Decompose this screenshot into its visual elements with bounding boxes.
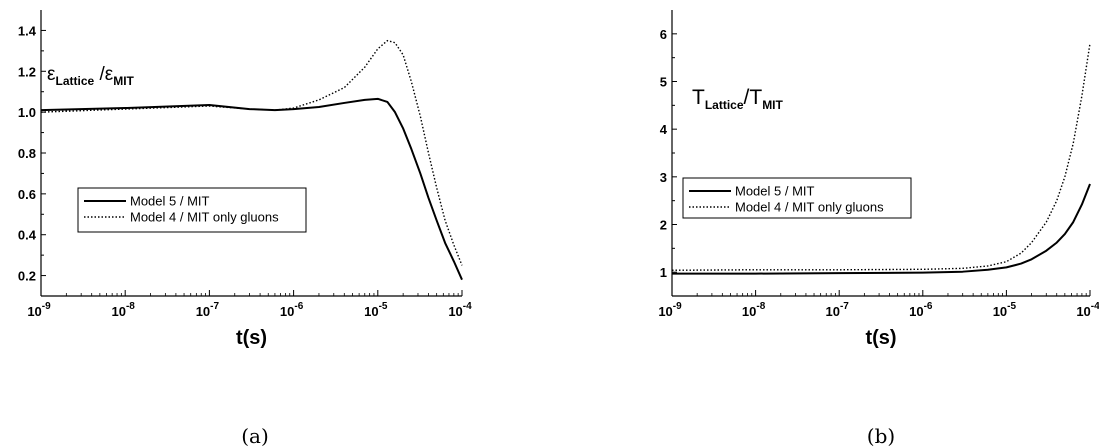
panel-caption: (b) <box>867 424 895 448</box>
y-tick-label: 0.8 <box>18 146 36 161</box>
y-tick-label: 1.0 <box>18 105 36 120</box>
x-axis-label: t(s) <box>236 327 267 349</box>
y-tick-label: 0.4 <box>18 228 37 243</box>
x-tick-label: 10-6 <box>280 301 304 319</box>
y-tick-label: 6 <box>660 27 667 42</box>
x-tick-label: 10-5 <box>364 301 388 319</box>
x-tick-label: 10-9 <box>27 301 51 319</box>
y-tick-label: 0.2 <box>18 269 36 284</box>
x-tick-label: 10-6 <box>909 301 933 319</box>
x-tick-label: 10-7 <box>826 301 850 319</box>
legend-box <box>77 187 307 233</box>
legend-label: Model 5 / MIT <box>735 184 815 199</box>
y-tick-label: 5 <box>660 75 667 90</box>
y-tick-label: 3 <box>660 170 667 185</box>
legend-box <box>682 177 912 219</box>
series-line-model4 <box>671 43 1091 271</box>
x-axis-label: t(s) <box>865 327 896 349</box>
x-tick-label: 10-7 <box>196 301 220 319</box>
x-tick-label: 10-8 <box>112 301 136 319</box>
x-tick-label: 10-8 <box>742 301 766 319</box>
x-tick-label: 10-9 <box>658 301 682 319</box>
legend-label: Model 5 / MIT <box>130 194 210 209</box>
series-line-model5 <box>672 183 1091 275</box>
panel-caption: (a) <box>241 424 269 448</box>
y-tick-label: 4 <box>660 122 668 137</box>
ratio-annotation: TLattice/TMIT <box>692 86 784 112</box>
y-tick-label: 1.4 <box>18 23 37 38</box>
chart-panel-2: 1 2 3 4 5 6 10-9 10-8 10-7 10-6 10-5 10-4 t(s) TLatti… <box>658 10 1099 448</box>
y-tick-label: 1 <box>660 265 667 280</box>
y-tick-label: 1.2 <box>18 64 36 79</box>
x-tick-label: 10-5 <box>993 301 1017 319</box>
x-tick-label: 10-4 <box>1076 301 1099 319</box>
series-line-model4 <box>40 39 463 266</box>
x-tick-label: 10-4 <box>448 301 472 319</box>
ratio-annotation: εLattice /εMIT <box>47 64 135 88</box>
legend-label: Model 4 / MIT only gluons <box>735 200 884 215</box>
chart-panel-1: 0.2 0.4 0.6 0.8 1.0 1.2 1.4 10-9 10-8 10-7 10-6 10-… <box>18 10 472 448</box>
legend-label: Model 4 / MIT only gluons <box>130 210 279 225</box>
y-tick-label: 0.6 <box>18 187 36 202</box>
series-line-model5 <box>40 97 463 281</box>
y-tick-label: 2 <box>660 218 667 233</box>
